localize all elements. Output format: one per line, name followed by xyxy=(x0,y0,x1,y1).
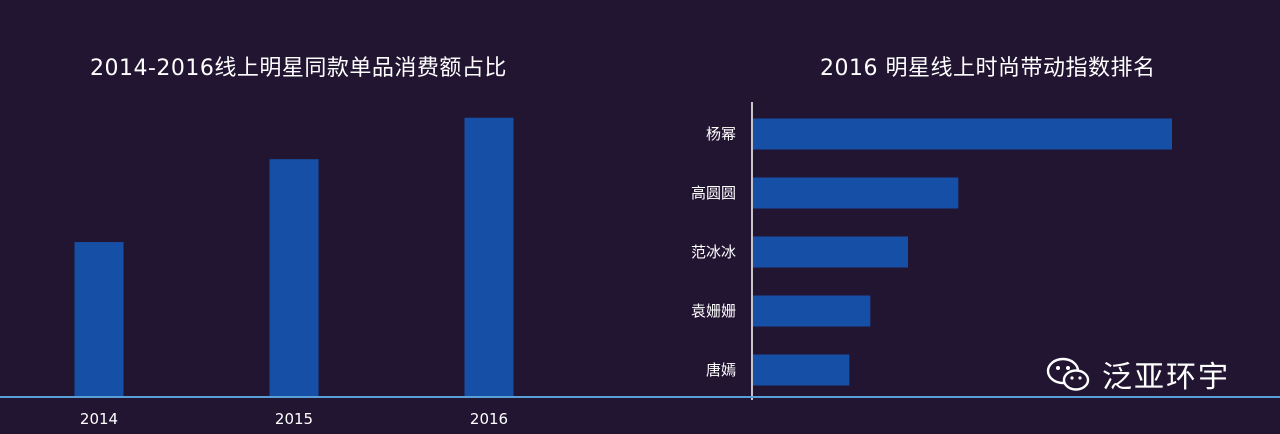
left-bar-chart: 2014 2015 2016 xyxy=(74,117,514,428)
bar-2016 xyxy=(464,117,514,396)
watermark: 泛亚环宇 xyxy=(1046,352,1230,396)
wechat-icon xyxy=(1046,357,1090,391)
y-tick-label: 袁姗姗 xyxy=(691,302,736,320)
bar-2 xyxy=(753,177,959,209)
bar-1 xyxy=(753,118,1172,150)
x-tick-label: 2016 xyxy=(470,410,508,428)
bar-2015 xyxy=(269,159,319,396)
bar-5 xyxy=(753,354,850,386)
y-tick-label: 唐嫣 xyxy=(706,361,736,379)
y-tick-label: 杨幂 xyxy=(706,125,736,143)
y-tick-label: 高圆圆 xyxy=(691,184,736,202)
bar-2014 xyxy=(74,242,124,396)
right-chart-title: 2016 明星线上时尚带动指数排名 xyxy=(820,56,1156,81)
y-tick-label: 范冰冰 xyxy=(691,243,736,261)
bar-3 xyxy=(753,236,909,268)
left-chart-title: 2014-2016线上明星同款单品消费额占比 xyxy=(90,56,507,81)
watermark-text: 泛亚环宇 xyxy=(1102,360,1230,395)
x-tick-label: 2015 xyxy=(275,410,313,428)
x-tick-label: 2014 xyxy=(80,410,118,428)
bar-4 xyxy=(753,295,871,327)
